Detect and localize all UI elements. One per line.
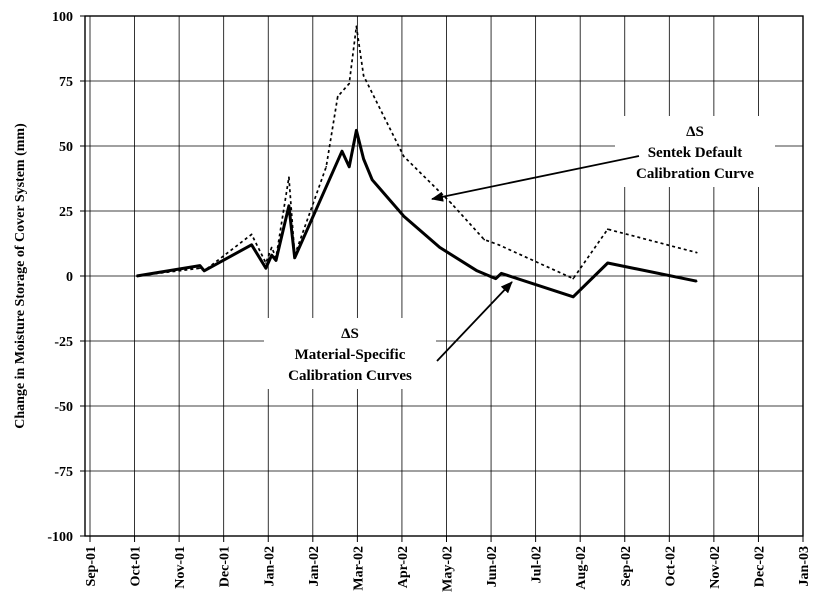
data-point	[607, 262, 609, 264]
annotation-text: ΔS	[341, 326, 359, 342]
x-tick-label: Sep-02	[619, 546, 634, 586]
x-tick-label: Jul-02	[530, 546, 545, 583]
x-tick-label: Dec-01	[218, 546, 233, 587]
data-point	[288, 205, 290, 207]
data-point	[136, 275, 138, 277]
data-point	[271, 254, 273, 256]
x-tick-label: Aug-02	[574, 546, 589, 590]
x-tick-label: Jan-02	[262, 546, 277, 586]
data-point	[371, 179, 373, 181]
y-tick-label: 100	[52, 10, 73, 25]
data-point	[572, 296, 574, 298]
data-point	[363, 158, 365, 160]
y-tick-label: 25	[59, 205, 73, 220]
x-tick-label: Oct-01	[129, 546, 144, 586]
data-point	[363, 75, 365, 77]
data-point	[348, 83, 350, 85]
data-point	[337, 96, 339, 98]
x-tick-label: Sep-01	[84, 546, 99, 586]
x-tick-label: May-02	[441, 546, 456, 592]
x-tick-label: Jun-02	[485, 546, 500, 587]
data-point	[403, 156, 405, 158]
data-point	[348, 166, 350, 168]
x-tick-label: Oct-02	[663, 546, 678, 586]
data-point	[288, 176, 290, 178]
y-tick-label: 75	[59, 75, 73, 90]
y-tick-label: -100	[47, 530, 73, 545]
data-point	[294, 257, 296, 259]
data-point	[251, 234, 253, 236]
x-tick-label: Dec-02	[752, 546, 767, 587]
data-point	[696, 280, 698, 282]
annotation-text: Calibration Curve	[636, 166, 754, 182]
x-tick-label: Apr-02	[396, 546, 411, 588]
x-tick-label: Nov-01	[173, 546, 188, 589]
data-point	[203, 270, 205, 272]
x-tick-label: Nov-02	[708, 546, 723, 589]
data-point	[572, 278, 574, 280]
data-point	[495, 278, 497, 280]
data-point	[498, 244, 500, 246]
data-point	[356, 130, 358, 132]
data-point	[696, 252, 698, 254]
annotation-text: ΔS	[686, 124, 704, 140]
data-point	[325, 166, 327, 168]
data-point	[356, 26, 358, 28]
y-tick-label: 0	[66, 270, 73, 285]
annotation-text: Sentek Default	[648, 145, 743, 161]
data-point	[607, 228, 609, 230]
data-point	[271, 247, 273, 249]
data-point	[476, 270, 478, 272]
annotation-text: Material-Specific	[295, 347, 406, 363]
data-point	[403, 215, 405, 217]
data-point	[501, 273, 503, 275]
data-point	[265, 267, 267, 269]
x-tick-label: Jan-02	[307, 546, 322, 586]
y-tick-label: -75	[54, 465, 73, 480]
y-tick-label: -25	[54, 335, 73, 350]
y-tick-label: -50	[54, 400, 73, 415]
y-tick-label: 50	[59, 140, 73, 155]
data-point	[450, 202, 452, 204]
data-point	[199, 265, 201, 267]
data-point	[439, 247, 441, 249]
data-point	[275, 260, 277, 262]
y-axis-label: Change in Moisture Storage of Cover Syst…	[13, 123, 28, 429]
data-point	[341, 150, 343, 152]
x-tick-label: Jan-03	[797, 546, 812, 586]
annotation-text: Calibration Curves	[288, 368, 412, 384]
data-point	[483, 239, 485, 241]
x-tick-label: Mar-02	[351, 546, 366, 591]
data-point	[251, 244, 253, 246]
